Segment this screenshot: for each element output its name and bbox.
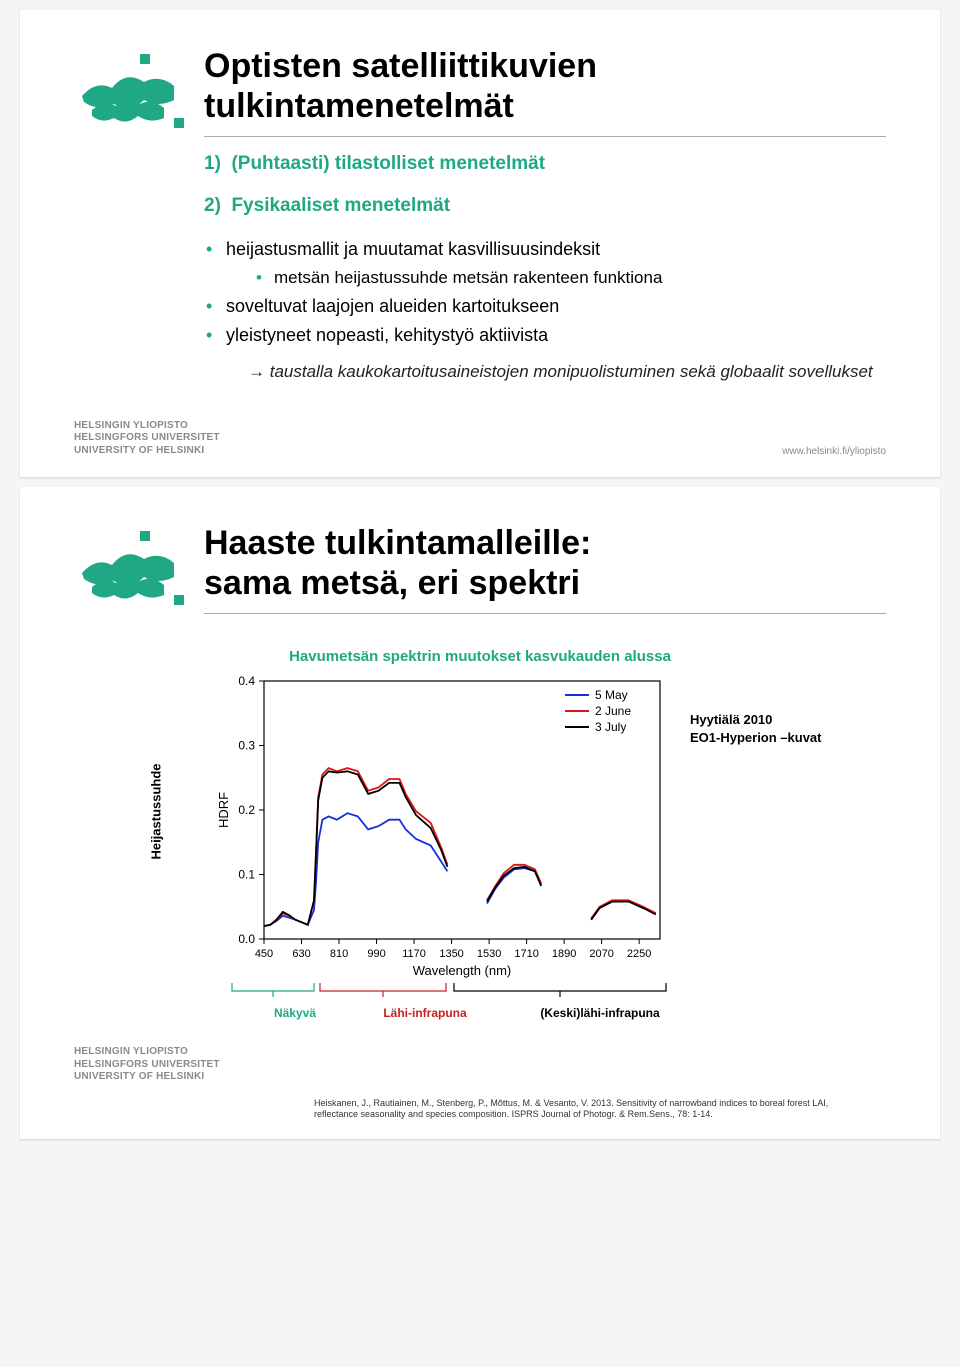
band-labels: Näkyvä Lähi-infrapuna (Keski)lähi-infrap…: [250, 1006, 690, 1020]
citation: Heiskanen, J., Rautiainen, M., Stenberg,…: [314, 1098, 874, 1121]
band-swir-label: (Keski)lähi-infrapuna: [510, 1006, 690, 1020]
y-axis-label-outer: Heijastussuhde: [148, 763, 163, 859]
chart-title: Havumetsän spektrin muutokset kasvukaude…: [74, 648, 886, 665]
svg-text:1170: 1170: [402, 948, 426, 960]
footer-url: www.helsinki.fi/yliopisto: [782, 446, 886, 457]
svg-text:0.4: 0.4: [238, 674, 255, 688]
slide-1: Optisten satelliittikuvien tulkintamenet…: [20, 10, 940, 477]
slide-2: Haaste tulkintamalleille: sama metsä, er…: [20, 487, 940, 1139]
band-visible-label: Näkyvä: [250, 1006, 340, 1020]
bullet-3: yleistyneet nopeasti, kehitystyö aktiivi…: [204, 323, 886, 348]
bullet-1-text: heijastusmallit ja muutamat kasvillisuus…: [226, 239, 600, 259]
svg-text:2250: 2250: [627, 948, 651, 960]
svg-text:0.1: 0.1: [238, 868, 255, 882]
svg-text:450: 450: [255, 948, 273, 960]
title-line2: sama metsä, eri spektri: [204, 564, 580, 602]
title-rule: [204, 613, 886, 614]
svg-text:2070: 2070: [589, 948, 613, 960]
numbered-item-1: 1) (Puhtaasti) tilastolliset menetelmät: [204, 153, 886, 175]
bullet-1: heijastusmallit ja muutamat kasvillisuus…: [204, 237, 886, 290]
svg-text:0.2: 0.2: [238, 803, 255, 817]
svg-text:990: 990: [367, 948, 385, 960]
uni-line1: HELSINGIN YLIOPISTO: [74, 1046, 220, 1059]
svg-text:1350: 1350: [439, 948, 463, 960]
title-line2: tulkintamenetelmät: [204, 87, 514, 125]
svg-text:810: 810: [330, 948, 348, 960]
svg-text:2 June: 2 June: [595, 704, 631, 718]
uni-line3: UNIVERSITY OF HELSINKI: [74, 1071, 220, 1084]
item2-text: Fysikaaliset menetelmät: [231, 195, 450, 216]
svg-text:1710: 1710: [514, 948, 538, 960]
uni-line3: UNIVERSITY OF HELSINKI: [74, 445, 220, 458]
svg-text:HDRF: HDRF: [216, 792, 231, 828]
numbered-item-2: 2) Fysikaaliset menetelmät: [204, 195, 886, 217]
university-credit: HELSINGIN YLIOPISTO HELSINGFORS UNIVERSI…: [74, 420, 220, 458]
flame-logo: [74, 529, 204, 624]
bullet-2: soveltuvat laajojen alueiden kartoitukse…: [204, 294, 886, 319]
item1-text: (Puhtaasti) tilastolliset menetelmät: [231, 153, 545, 174]
title-line1: Haaste tulkintamalleille:: [204, 524, 591, 562]
uni-line2: HELSINGFORS UNIVERSITET: [74, 432, 220, 445]
svg-text:630: 630: [292, 948, 310, 960]
uni-line1: HELSINGIN YLIOPISTO: [74, 420, 220, 433]
spectra-chart: 0.0 0.1 0.2 0.3 0.4 450 630 810 990 1170 1350 1530 1…: [210, 671, 670, 981]
svg-text:5 May: 5 May: [595, 688, 628, 702]
slide-title: Haaste tulkintamalleille: sama metsä, er…: [204, 523, 886, 603]
sidenote-l2: EO1-Hyperion –kuvat: [690, 729, 822, 747]
slide-title: Optisten satelliittikuvien tulkintamenet…: [204, 46, 886, 126]
svg-text:1890: 1890: [552, 948, 576, 960]
uni-line2: HELSINGFORS UNIVERSITET: [74, 1059, 220, 1072]
sidenote-l1: Hyytiälä 2010: [690, 711, 822, 729]
title-rule: [204, 136, 886, 137]
svg-text:1530: 1530: [477, 948, 501, 960]
band-braces: [230, 981, 670, 1001]
svg-text:0.0: 0.0: [238, 932, 255, 946]
arrow-note: → taustalla kaukokartoitusaineistojen mo…: [248, 361, 886, 384]
band-nir-label: Lähi-infrapuna: [340, 1006, 510, 1020]
subbullet-1a: metsän heijastussuhde metsän rakenteen f…: [256, 266, 886, 290]
flame-logo: [74, 52, 204, 147]
university-credit: HELSINGIN YLIOPISTO HELSINGFORS UNIVERSI…: [74, 1046, 220, 1084]
svg-text:3 July: 3 July: [595, 720, 626, 734]
svg-text:0.3: 0.3: [238, 739, 255, 753]
title-line1: Optisten satelliittikuvien: [204, 47, 597, 85]
svg-text:Wavelength (nm): Wavelength (nm): [413, 963, 512, 978]
chart-sidenote: Hyytiälä 2010 EO1-Hyperion –kuvat: [690, 711, 822, 746]
